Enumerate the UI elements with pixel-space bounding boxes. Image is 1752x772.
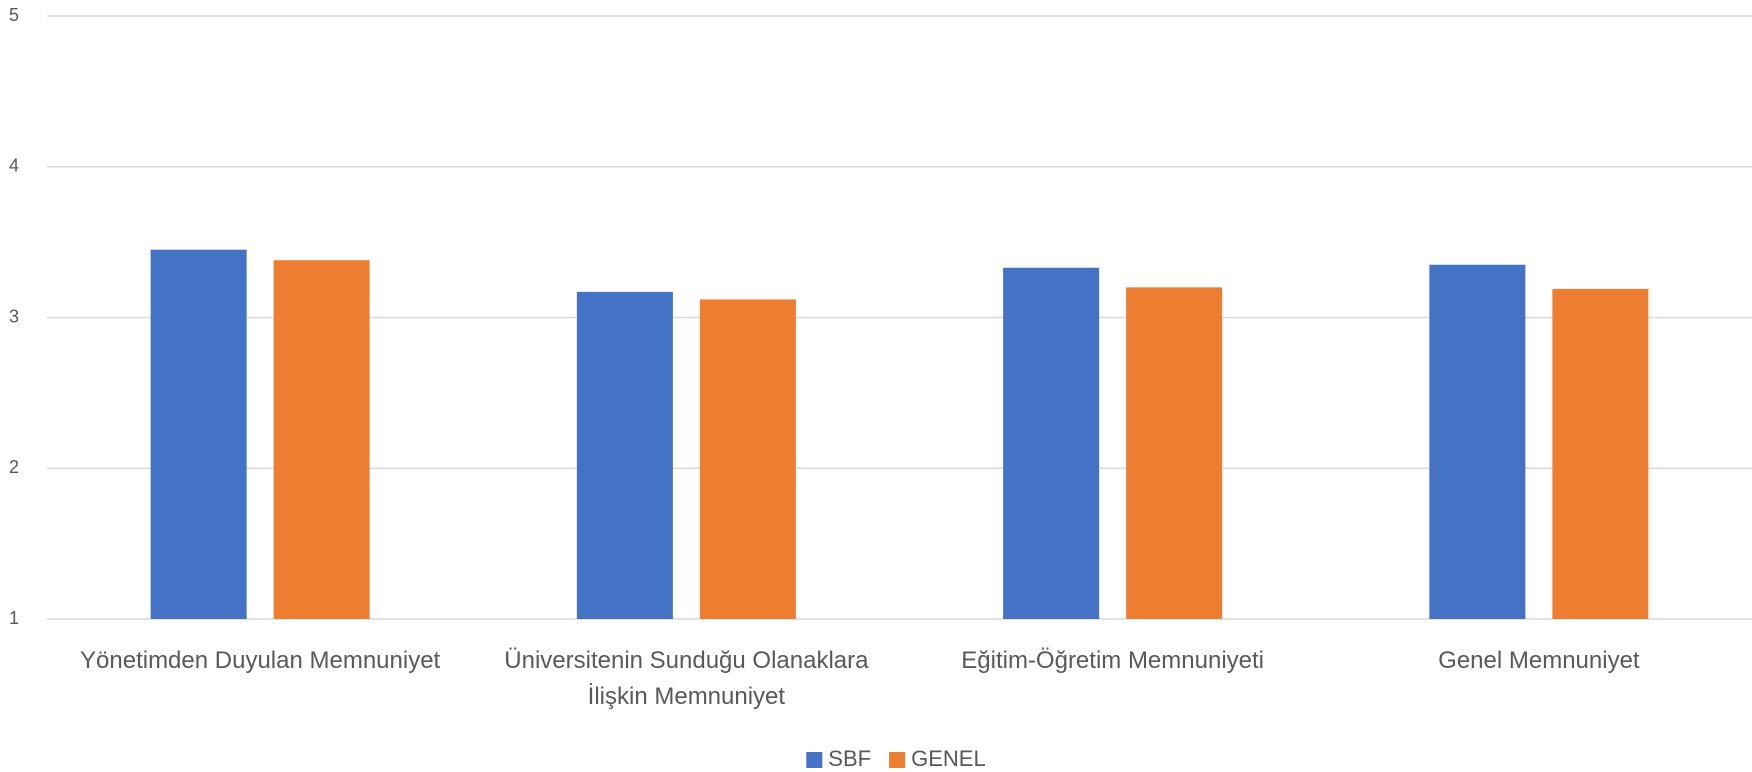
x-tick-label: Eğitim-Öğretim Memnuniyeti <box>961 647 1264 674</box>
bar <box>150 249 247 619</box>
bar <box>1552 288 1649 619</box>
x-tick-label: Genel Memnuniyet <box>1438 647 1640 674</box>
legend-label: SBF <box>828 746 871 771</box>
y-tick-label: 3 <box>9 306 19 326</box>
bar <box>273 260 370 619</box>
legend-label: GENEL <box>911 746 986 771</box>
x-tick-label: Yönetimden Duyulan Memnuniyet <box>80 647 441 674</box>
bar <box>1003 267 1100 619</box>
bar <box>576 291 673 619</box>
x-tick-label: Üniversitenin Sunduğu Olanaklara İlişkin… <box>504 647 869 710</box>
y-tick-label: 4 <box>9 156 19 176</box>
legend-swatch <box>806 752 823 768</box>
y-tick-label: 2 <box>9 457 19 477</box>
legend-swatch <box>889 752 906 768</box>
y-tick-label: 1 <box>9 608 19 628</box>
y-tick-label: 5 <box>9 5 19 25</box>
bar <box>1126 287 1223 619</box>
bar <box>1429 264 1526 619</box>
bar <box>699 299 796 619</box>
